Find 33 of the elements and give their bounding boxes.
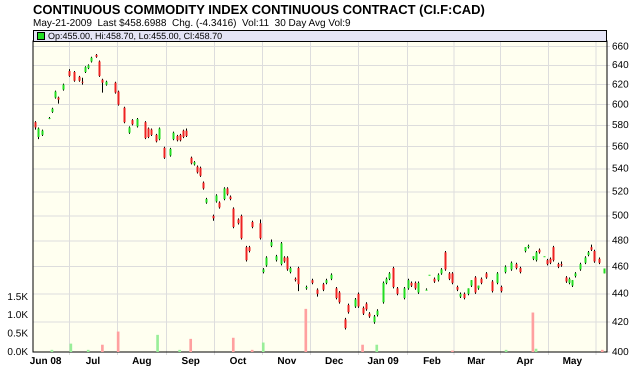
y-tick-label: 640 — [612, 60, 630, 72]
y-tick-label: 540 — [612, 164, 630, 175]
y2-tick-label: 0.0K — [7, 346, 28, 358]
x-tick-label: Feb — [423, 356, 441, 366]
y-tick-label: 520 — [612, 186, 630, 198]
x-tick-label: Dec — [325, 356, 344, 366]
x-tick-label: Nov — [277, 356, 297, 366]
chart-subtitle: May-21-2009 Last $458.6988 Chg. (-4.3416) Vol:11 30 Day Avg Vol:9 — [33, 18, 351, 29]
y-tick-label: 560 — [612, 142, 630, 152]
y-tick-label: 660 — [612, 41, 630, 52]
y-tick-label: 580 — [612, 120, 630, 132]
y-tick-label: 420 — [612, 316, 630, 328]
y2-tick-label: 1.0K — [7, 310, 28, 322]
y-tick-label: 400 — [612, 346, 630, 358]
x-tick-label: Jan 09 — [368, 356, 400, 366]
x-tick-label: Aug — [132, 356, 152, 366]
x-tick-label: Sep — [182, 356, 200, 366]
y-tick-label: 480 — [612, 236, 630, 247]
y2-tick-label: 1.5K — [7, 292, 28, 303]
y-tick-label: 500 — [612, 210, 630, 222]
y-tick-label: 600 — [612, 99, 630, 110]
y-tick-label: 620 — [612, 79, 630, 90]
y2-tick-label: 0.5K — [7, 328, 28, 340]
x-tick-label: Jul — [86, 356, 100, 366]
x-tick-label: Jun 08 — [30, 356, 62, 366]
x-tick-label: Apr — [516, 356, 534, 366]
chart-title: CONTINUOUS COMMODITY INDEX CONTINUOUS CONTRACT (CI.F:CAD) — [33, 2, 485, 17]
x-tick-label: Mar — [467, 356, 486, 366]
y-tick-label: 460 — [612, 261, 630, 272]
x-tick-label: Oct — [230, 356, 248, 366]
x-tick-label: May — [562, 356, 582, 366]
y-tick-label: 440 — [612, 288, 630, 300]
legend-label: Op:455.00, Hi:458.70, Lo:455.00, Cl:458.70 — [48, 31, 222, 41]
